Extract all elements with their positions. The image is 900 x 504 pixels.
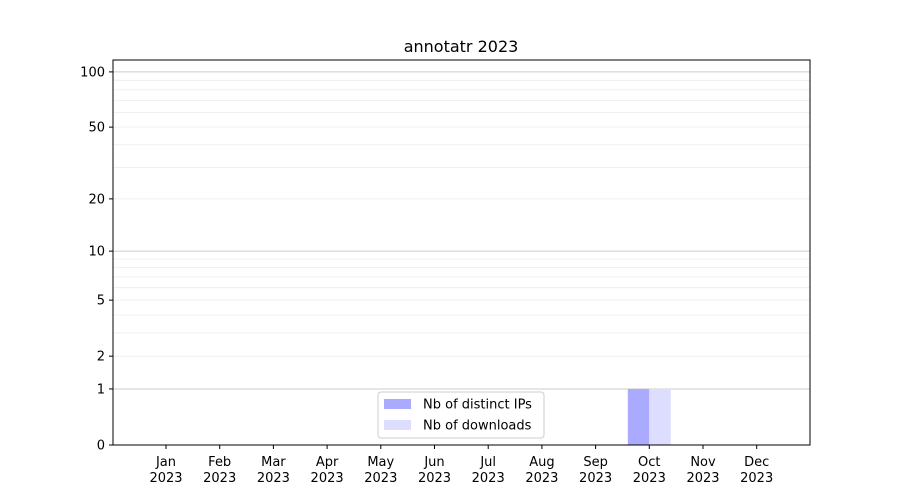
bar-downloads [649, 388, 671, 445]
x-tick-label-year: 2023 [525, 471, 558, 486]
legend-label: Nb of downloads [423, 419, 532, 434]
x-tick-label-year: 2023 [149, 471, 182, 486]
bar-distinct-ips [627, 388, 650, 445]
x-tick-label-year: 2023 [311, 471, 344, 486]
x-tick-label-month: Apr [316, 455, 339, 470]
x-tick-label-year: 2023 [364, 471, 397, 486]
x-tick-label-month: Aug [529, 455, 554, 470]
x-tick-label-year: 2023 [740, 471, 773, 486]
x-tick-label-month: Oct [638, 455, 660, 470]
x-tick-label-month: Nov [690, 455, 716, 470]
y-tick-label: 2 [97, 350, 105, 365]
legend-label: Nb of distinct IPs [423, 398, 532, 413]
x-tick-label-year: 2023 [633, 471, 666, 486]
x-tick-label-month: Sep [583, 455, 608, 470]
x-tick-label-month: Jun [423, 455, 444, 470]
x-tick-label-year: 2023 [686, 471, 719, 486]
y-tick-label: 0 [97, 439, 105, 454]
x-tick-label-year: 2023 [257, 471, 290, 486]
y-tick-label: 20 [88, 192, 105, 207]
plot-frame [112, 59, 811, 446]
x-tick-label-month: Jul [479, 455, 496, 470]
y-tick-label: 10 [88, 245, 105, 260]
grid [113, 71, 810, 390]
y-tick-label: 5 [97, 294, 105, 309]
x-tick-label-year: 2023 [472, 471, 505, 486]
x-tick-label-month: Mar [261, 455, 286, 470]
x-tick-label-year: 2023 [203, 471, 236, 486]
y-tick-label: 50 [88, 121, 105, 136]
x-axis: Jan2023Feb2023Mar2023Apr2023May2023Jun20… [149, 445, 773, 486]
legend-swatch [384, 420, 411, 430]
legend-box [377, 391, 545, 439]
x-tick-label-year: 2023 [579, 471, 612, 486]
y-tick-label: 1 [97, 382, 105, 397]
x-tick-label-month: May [367, 455, 394, 470]
bars [627, 388, 671, 445]
legend: Nb of distinct IPs Nb of downloads [377, 391, 545, 439]
x-tick-label-month: Dec [744, 455, 769, 470]
x-tick-label-month: Feb [208, 455, 231, 470]
x-tick-label-month: Jan [155, 455, 176, 470]
chart-title: annotatr 2023 [404, 37, 519, 56]
y-axis: 0 1 2 5 10 20 50 100 [80, 65, 113, 454]
y-tick-label: 100 [80, 65, 105, 80]
legend-swatch [384, 399, 411, 409]
x-tick-label-year: 2023 [418, 471, 451, 486]
